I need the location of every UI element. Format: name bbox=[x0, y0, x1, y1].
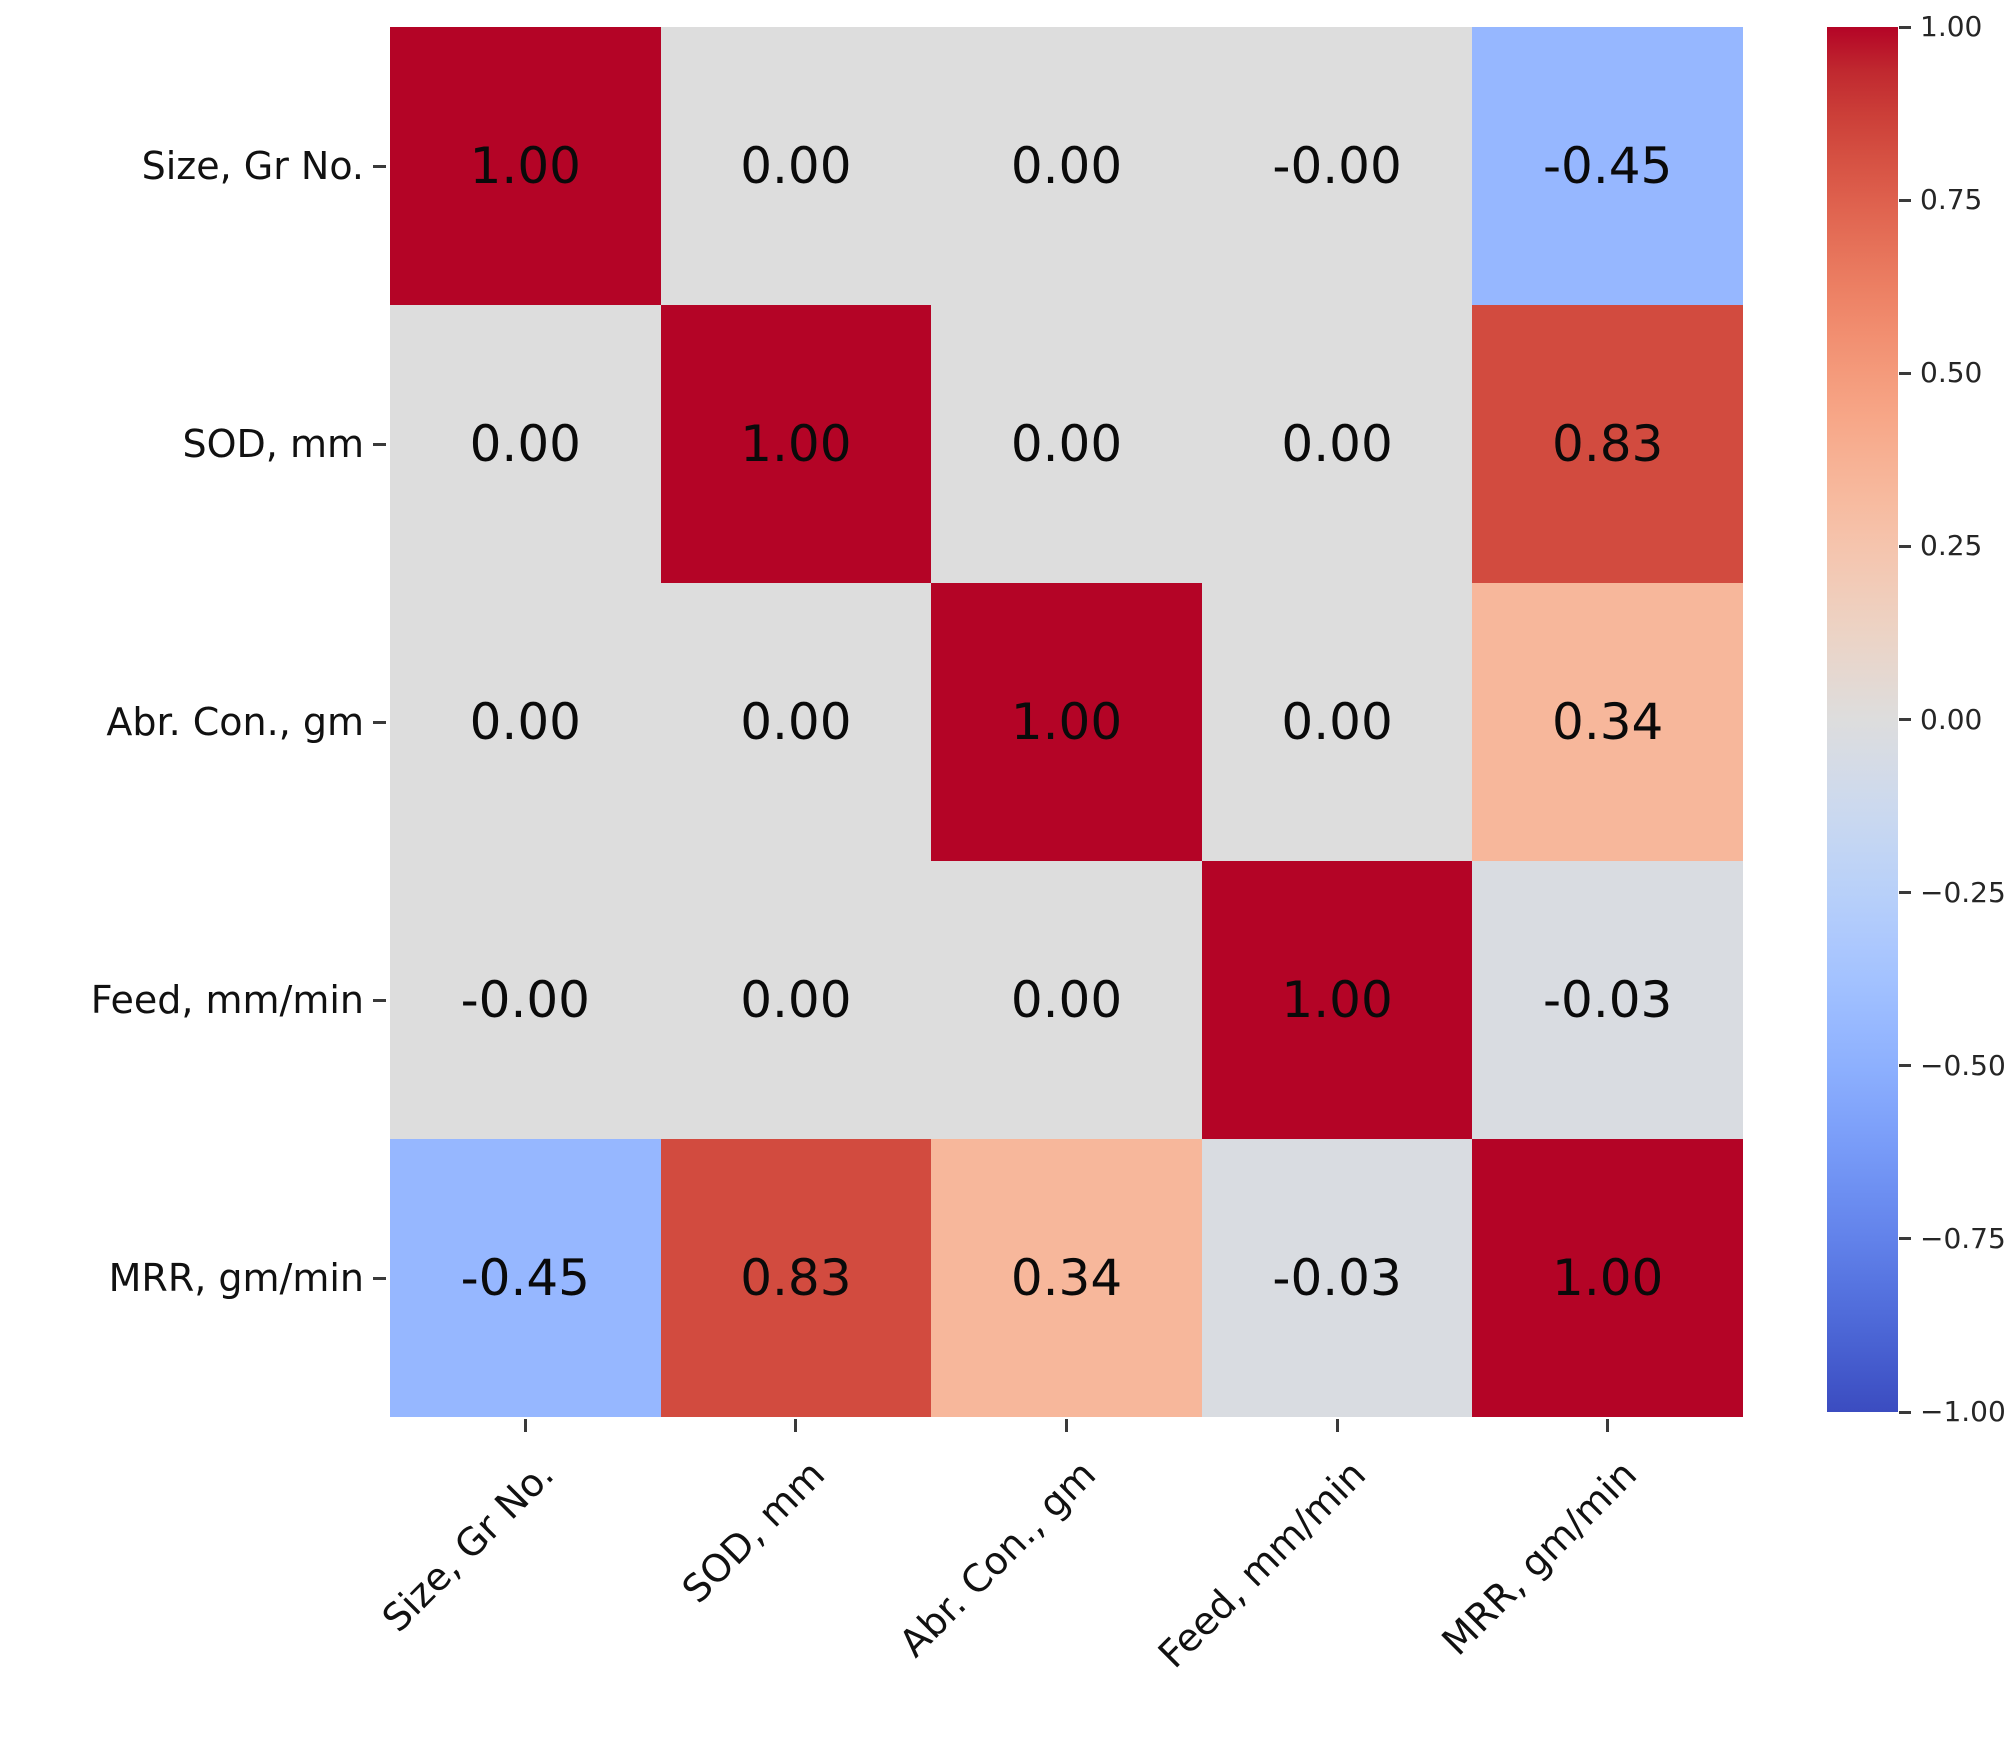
colorbar-tick-label: 0.00 bbox=[1920, 702, 1983, 736]
heatmap-cell-mrr-gm-min-mrr-gm-min: 1.00 bbox=[1472, 1139, 1743, 1417]
heatmap-cell-sod-mm-sod-mm: 1.00 bbox=[660, 305, 932, 583]
heatmap-cell-feed-mm-min-size-gr-no: -0.00 bbox=[390, 861, 661, 1139]
heatmap-cell-abr-con-gm-mrr-gm-min: 0.34 bbox=[1472, 583, 1743, 861]
colorbar-tick-label: −0.50 bbox=[1920, 1048, 2006, 1082]
x-tick-mark bbox=[523, 1419, 527, 1432]
colorbar-tick-label: −0.75 bbox=[1920, 1221, 2006, 1255]
x-tick-label-feed-mm-min: Feed, mm/min bbox=[1149, 1452, 1375, 1677]
heatmap-cell-mrr-gm-min-abr-con-gm: 0.34 bbox=[931, 1139, 1202, 1417]
colorbar-tick-mark bbox=[1899, 198, 1911, 202]
y-tick-mark bbox=[373, 442, 386, 446]
x-tick-mark bbox=[1065, 1419, 1068, 1432]
y-tick-mark bbox=[373, 1276, 386, 1280]
colorbar-tick-mark bbox=[1899, 891, 1911, 895]
y-tick-label-abr-con-gm: Abr. Con., gm bbox=[106, 700, 364, 744]
heatmap-cell-mrr-gm-min-sod-mm: 0.83 bbox=[660, 1139, 932, 1417]
heatmap-cell-size-gr-no-feed-mm-min: -0.00 bbox=[1201, 27, 1473, 305]
colorbar-tick-label: −1.00 bbox=[1920, 1395, 2006, 1428]
colorbar-tick-mark bbox=[1899, 1237, 1911, 1241]
y-tick-label-sod-mm: SOD, mm bbox=[182, 422, 364, 466]
x-tick-label-mrr-gm-min: MRR, gm/min bbox=[1433, 1452, 1645, 1664]
heatmap-cell-feed-mm-min-abr-con-gm: 0.00 bbox=[931, 861, 1202, 1139]
colorbar-tick-label: 0.50 bbox=[1920, 356, 1983, 390]
x-tick-label-sod-mm: SOD, mm bbox=[673, 1452, 834, 1612]
y-tick-mark bbox=[373, 720, 386, 724]
colorbar-tick-label: 1.00 bbox=[1920, 10, 1983, 43]
heatmap-cell-size-gr-no-sod-mm: 0.00 bbox=[660, 27, 932, 305]
x-tick-mark bbox=[794, 1419, 798, 1432]
colorbar-tick-mark bbox=[1899, 371, 1911, 375]
heatmap-cell-sod-mm-size-gr-no: 0.00 bbox=[390, 305, 661, 583]
heatmap-cell-sod-mm-feed-mm-min: 0.00 bbox=[1201, 305, 1473, 583]
colorbar-tick-mark bbox=[1899, 25, 1911, 29]
colorbar-tick-mark bbox=[1899, 1064, 1911, 1068]
heatmap-cell-abr-con-gm-sod-mm: 0.00 bbox=[660, 583, 932, 861]
heatmap-cell-sod-mm-abr-con-gm: 0.00 bbox=[931, 305, 1202, 583]
x-tick-label-abr-con-gm: Abr. Con., gm bbox=[890, 1452, 1104, 1666]
colorbar-tick-label: −0.25 bbox=[1920, 875, 2006, 909]
y-tick-mark bbox=[373, 998, 386, 1002]
y-tick-mark bbox=[373, 164, 386, 168]
heatmap-cell-feed-mm-min-feed-mm-min: 1.00 bbox=[1201, 861, 1473, 1139]
heatmap-cell-size-gr-no-abr-con-gm: 0.00 bbox=[931, 27, 1202, 305]
colorbar-tick-mark bbox=[1899, 1410, 1911, 1414]
colorbar-gradient bbox=[1827, 27, 1898, 1412]
y-tick-label-mrr-gm-min: MRR, gm/min bbox=[108, 1256, 364, 1300]
x-tick-label-size-gr-no: Size, Gr No. bbox=[374, 1452, 563, 1641]
colorbar-tick-mark bbox=[1899, 718, 1911, 721]
heatmap-cell-size-gr-no-size-gr-no: 1.00 bbox=[390, 27, 661, 305]
heatmap-cell-feed-mm-min-mrr-gm-min: -0.03 bbox=[1472, 861, 1743, 1139]
colorbar-tick-mark bbox=[1899, 544, 1911, 548]
heatmap-cell-abr-con-gm-size-gr-no: 0.00 bbox=[390, 583, 661, 861]
y-tick-label-size-gr-no: Size, Gr No. bbox=[141, 144, 364, 188]
x-tick-mark bbox=[1335, 1419, 1339, 1432]
heatmap-cell-abr-con-gm-feed-mm-min: 0.00 bbox=[1201, 583, 1473, 861]
heatmap-cell-sod-mm-mrr-gm-min: 0.83 bbox=[1472, 305, 1743, 583]
heatmap-cell-size-gr-no-mrr-gm-min: -0.45 bbox=[1472, 27, 1743, 305]
colorbar-tick-label: 0.75 bbox=[1920, 183, 1983, 217]
heatmap-cell-abr-con-gm-abr-con-gm: 1.00 bbox=[931, 583, 1202, 861]
x-tick-mark bbox=[1606, 1419, 1610, 1432]
heatmap-cell-feed-mm-min-sod-mm: 0.00 bbox=[660, 861, 932, 1139]
y-tick-label-feed-mm-min: Feed, mm/min bbox=[90, 978, 364, 1022]
colorbar-tick-label: 0.25 bbox=[1920, 529, 1983, 563]
heatmap-cell-mrr-gm-min-size-gr-no: -0.45 bbox=[390, 1139, 661, 1417]
heatmap-grid: 1.00 0.00 0.00 -0.00 -0.45 0.00 1.00 0.00 0.00 0.… bbox=[390, 27, 1743, 1417]
heatmap-cell-mrr-gm-min-feed-mm-min: -0.03 bbox=[1201, 1139, 1473, 1417]
